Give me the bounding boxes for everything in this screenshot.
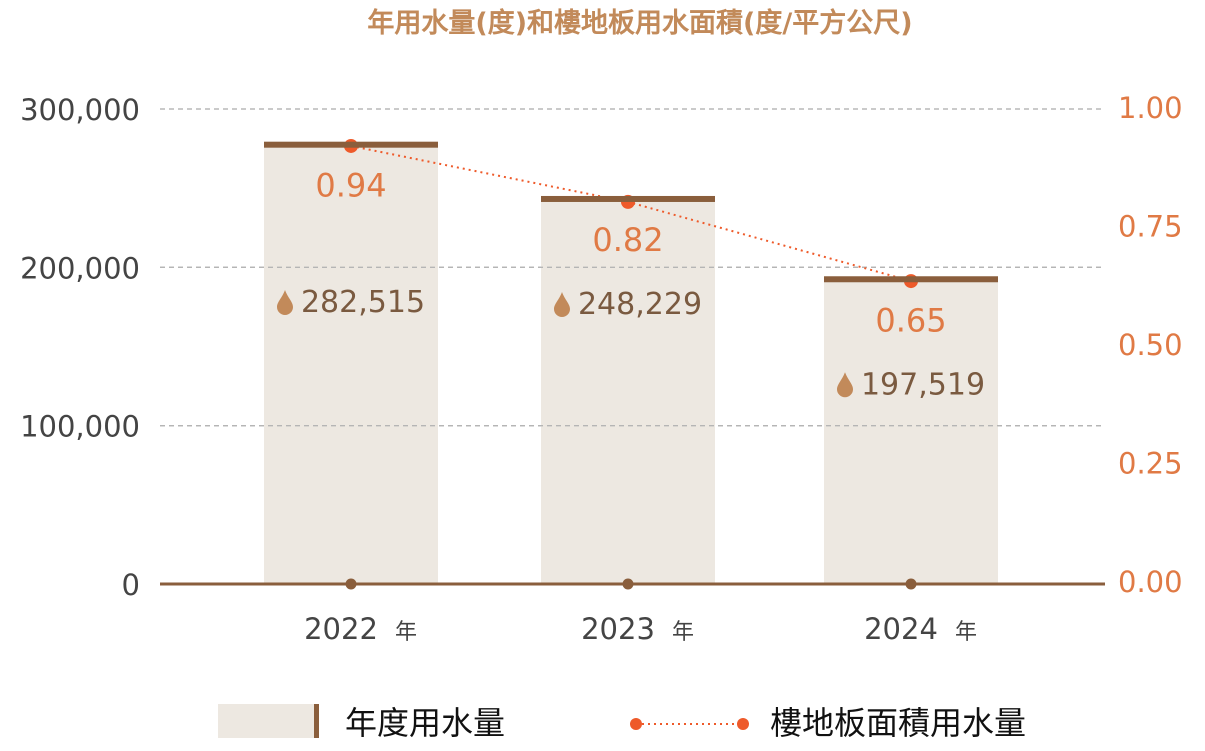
bar-value-label: 248,229 <box>578 287 702 322</box>
x-axis-dot <box>622 578 634 590</box>
x-axis-ticks: 2022 年 2023 年 2024 年 <box>304 612 977 646</box>
legend: 年度用水量 樓地板面積用水量 <box>218 704 1026 742</box>
line-value-label: 0.82 <box>592 221 663 259</box>
bars <box>264 144 998 585</box>
x-tick-label: 2023 <box>581 612 655 646</box>
bar <box>264 144 438 585</box>
right-axis-ticks: 0.00 0.25 0.50 0.75 1.00 <box>1118 91 1183 599</box>
x-axis-dot <box>345 578 357 590</box>
chart-title: 年用水量(度)和樓地板用水面積(度/平方公尺) <box>367 7 912 39</box>
right-tick-label: 0.50 <box>1118 328 1183 362</box>
legend-line-dot-right <box>737 718 749 730</box>
left-tick-label: 200,000 <box>20 251 140 285</box>
x-tick-suffix: 年 <box>955 620 977 645</box>
x-tick-suffix: 年 <box>395 620 417 645</box>
legend-bar-swatch <box>218 704 316 738</box>
right-tick-label: 0.75 <box>1118 210 1183 244</box>
line-value-label: 0.94 <box>315 167 386 205</box>
left-axis-ticks: 0 100,000 200,000 300,000 <box>20 93 140 602</box>
gridlines-overlay <box>160 108 1105 427</box>
x-tick-label: 2024 <box>864 612 938 646</box>
water-drop-icon <box>277 290 293 315</box>
line-value-label: 0.65 <box>875 301 946 339</box>
left-tick-label: 100,000 <box>20 410 140 444</box>
x-tick-label: 2022 <box>304 612 378 646</box>
left-tick-label: 0 <box>122 568 140 602</box>
x-tick-suffix: 年 <box>672 620 694 645</box>
x-axis-dots <box>345 578 917 590</box>
water-drop-icon <box>837 372 853 398</box>
data-labels: 0.94 282,515 0.82 248,229 0.65 197,519 <box>264 141 998 402</box>
right-tick-label: 0.25 <box>1118 447 1183 481</box>
legend-line-dot-left <box>630 718 642 730</box>
x-axis-dot <box>905 578 917 590</box>
bar-top-edge <box>824 276 998 283</box>
legend-bar-swatch-edge <box>314 704 319 738</box>
legend-bar-label: 年度用水量 <box>345 704 505 742</box>
legend-line-label: 樓地板面積用水量 <box>770 704 1026 742</box>
right-tick-label: 1.00 <box>1118 91 1183 125</box>
bar-top-edge <box>264 141 438 148</box>
bar-value-label: 197,519 <box>861 367 985 402</box>
water-drop-icon <box>554 291 570 317</box>
bar-top-edge <box>541 195 715 202</box>
bar <box>824 279 998 584</box>
left-tick-label: 300,000 <box>20 93 140 127</box>
bar-value-label: 282,515 <box>301 285 425 320</box>
bar <box>541 198 715 584</box>
right-tick-label: 0.00 <box>1118 565 1183 599</box>
